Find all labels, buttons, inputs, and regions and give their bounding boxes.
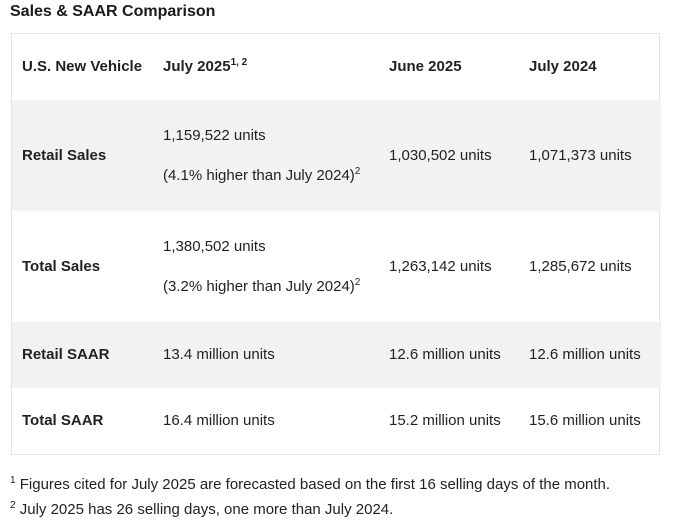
- header-june-2025: June 2025: [389, 58, 462, 75]
- footnote-2-number: 2: [10, 500, 16, 511]
- cell-total-sales-july-2024: 1,285,672 units: [529, 257, 632, 275]
- cell-retail-sales-june-2025: 1,030,502 units: [379, 100, 519, 211]
- page-title: Sales & SAAR Comparison: [10, 3, 216, 20]
- header-july-2025-label: July 2025: [163, 58, 231, 75]
- footnote-1-number: 1: [10, 475, 16, 486]
- row-label-retail-saar: Retail SAAR: [12, 322, 153, 388]
- header-july-2024: July 2024: [529, 58, 597, 75]
- cell-total-sales-june-2025: 1,263,142 units: [389, 257, 492, 275]
- cell-retail-saar-july-2024: 12.6 million units: [519, 322, 661, 388]
- retail-sales-july-2025-value: 1,159,522 units: [163, 126, 266, 144]
- total-sales-july-2025-value: 1,380,502 units: [163, 237, 266, 255]
- cell-total-sales-july-2025: 1,380,502 units (3.2% higher than July 2…: [153, 211, 379, 322]
- cell-retail-sales-july-2024: 1,071,373 units: [519, 100, 661, 211]
- cell-retail-sales-july-2025: 1,159,522 units (4.1% higher than July 2…: [153, 100, 379, 211]
- header-july-2025-footnote-ref: 1, 2: [230, 57, 248, 68]
- header-us-new-vehicle: U.S. New Vehicle: [22, 58, 143, 75]
- table-row-retail-saar: Retail SAAR 13.4 million units 12.6 mill…: [12, 322, 661, 388]
- sales-saar-comparison-table: U.S. New Vehicle July 20251, 2 June 2025…: [12, 34, 661, 454]
- row-label-total-saar: Total SAAR: [22, 412, 104, 429]
- table-row-total-saar: Total SAAR 16.4 million units 15.2 milli…: [12, 388, 661, 454]
- cell-total-saar-july-2024: 15.6 million units: [529, 412, 641, 429]
- retail-sales-note-footnote-ref: 2: [354, 165, 361, 177]
- cell-retail-saar-june-2025: 12.6 million units: [379, 322, 519, 388]
- row-label-retail-sales: Retail Sales: [12, 100, 153, 211]
- footnote-2: 2 July 2025 has 26 selling days, one mor…: [10, 497, 610, 522]
- retail-sales-july-2025-note: (4.1% higher than July 2024): [163, 166, 355, 184]
- cell-total-saar-july-2025: 16.4 million units: [163, 412, 275, 429]
- footnotes: 1 Figures cited for July 2025 are foreca…: [10, 472, 610, 522]
- cell-retail-saar-july-2025: 13.4 million units: [153, 322, 379, 388]
- comparison-table-container: U.S. New Vehicle July 20251, 2 June 2025…: [11, 33, 661, 455]
- total-sales-july-2025-note: (3.2% higher than July 2024): [163, 277, 355, 295]
- footnote-2-text: July 2025 has 26 selling days, one more …: [19, 501, 394, 518]
- cell-total-saar-june-2025: 15.2 million units: [389, 412, 501, 429]
- total-sales-note-footnote-ref: 2: [354, 276, 361, 288]
- footnote-1: 1 Figures cited for July 2025 are foreca…: [10, 472, 610, 497]
- table-row-total-sales: Total Sales 1,380,502 units (3.2% higher…: [12, 211, 661, 322]
- row-label-total-sales: Total Sales: [22, 257, 101, 275]
- table-row-retail-sales: Retail Sales 1,159,522 units (4.1% highe…: [12, 100, 661, 211]
- footnote-1-text: Figures cited for July 2025 are forecast…: [19, 476, 611, 493]
- table-header-row: U.S. New Vehicle July 20251, 2 June 2025…: [12, 34, 661, 100]
- header-july-2025: July 20251, 2: [153, 34, 379, 100]
